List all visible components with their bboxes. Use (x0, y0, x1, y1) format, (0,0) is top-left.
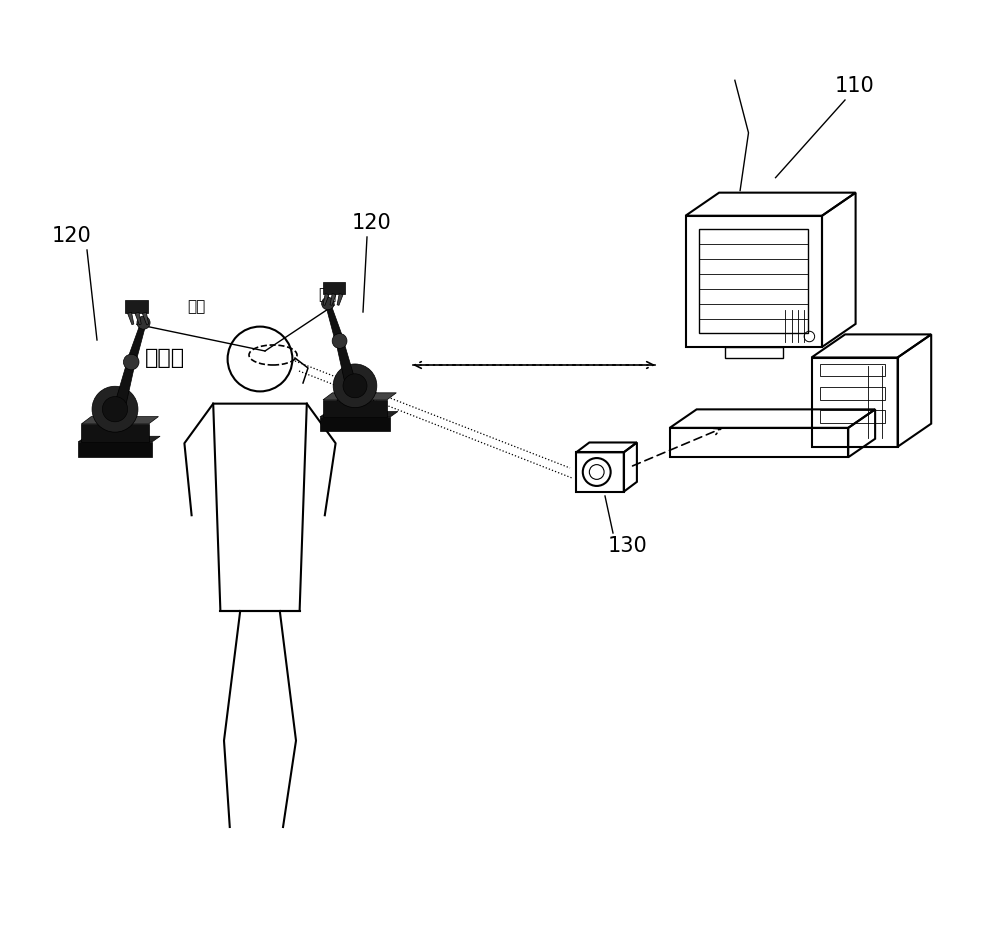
Polygon shape (125, 300, 148, 313)
Circle shape (343, 375, 367, 399)
Text: 激光: 激光 (318, 286, 337, 301)
Polygon shape (320, 417, 390, 432)
Polygon shape (128, 313, 134, 325)
Polygon shape (78, 437, 160, 442)
Text: 110: 110 (835, 76, 875, 95)
Polygon shape (336, 340, 356, 387)
Polygon shape (323, 294, 329, 306)
Circle shape (332, 334, 347, 349)
Polygon shape (340, 387, 370, 400)
Text: 关键点: 关键点 (335, 392, 365, 411)
Polygon shape (330, 294, 336, 306)
Circle shape (92, 387, 138, 433)
Text: 病患处: 病患处 (145, 348, 185, 368)
Text: 激光: 激光 (187, 298, 205, 313)
Polygon shape (323, 400, 387, 417)
Polygon shape (78, 442, 152, 457)
Circle shape (333, 364, 377, 408)
Polygon shape (337, 294, 343, 306)
Circle shape (123, 355, 139, 371)
Polygon shape (99, 410, 131, 425)
Text: 120: 120 (352, 213, 392, 233)
Polygon shape (81, 417, 158, 425)
Polygon shape (142, 313, 149, 325)
Polygon shape (320, 413, 398, 417)
Circle shape (322, 298, 334, 311)
Polygon shape (114, 362, 135, 412)
Circle shape (102, 397, 128, 423)
Circle shape (137, 317, 150, 330)
Text: 130: 130 (608, 536, 648, 555)
Polygon shape (135, 313, 141, 325)
Polygon shape (323, 283, 345, 295)
Polygon shape (81, 425, 149, 442)
Text: 120: 120 (52, 226, 92, 246)
Polygon shape (323, 393, 396, 400)
Polygon shape (325, 303, 344, 343)
Polygon shape (127, 323, 146, 364)
